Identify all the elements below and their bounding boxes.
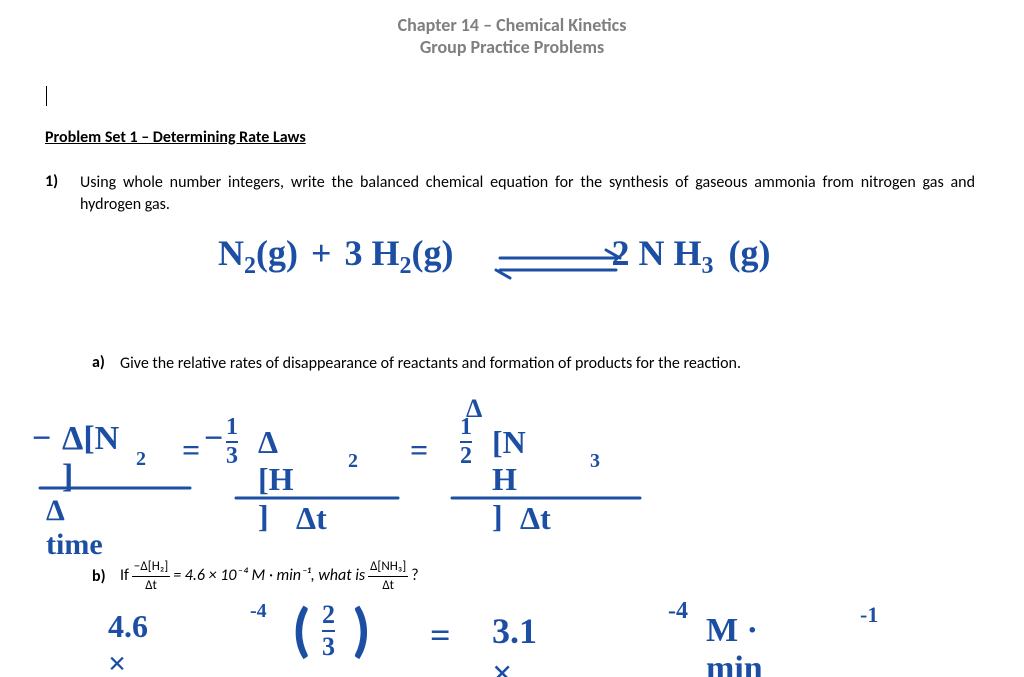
t2-num-txt: Δ [H ] — [258, 424, 294, 534]
t2-minus: − — [204, 420, 223, 458]
calc-paren-close: ) — [352, 594, 371, 667]
rates-eq1: = — [182, 432, 200, 469]
header-line-1: Chapter 14 – Chemical Kinetics — [0, 14, 1024, 36]
calc-lhs: 4.6 × 10 — [108, 608, 148, 677]
header-line-2: Group Practice Problems — [0, 36, 1024, 58]
part-b-letter: b) — [92, 567, 120, 586]
pb-frac1: −Δ[H₂] Δt — [132, 558, 170, 594]
page: Chapter 14 – Chemical Kinetics Group Pra… — [0, 0, 1024, 677]
t1-num: Δ[N ] — [62, 420, 119, 496]
hand-plus: + — [311, 233, 332, 273]
t3-den: Δt — [520, 500, 551, 537]
t3-num-sub: 3 — [590, 450, 600, 473]
part-a: a) Give the relative rates of disappeara… — [92, 353, 975, 375]
t3-delta-top: Δ — [466, 394, 482, 424]
calc-units: M · min — [706, 612, 763, 677]
t1-num-sub: 2 — [136, 448, 146, 471]
rates-eq2: = — [410, 432, 428, 469]
pb-frac1-den: Δt — [132, 577, 170, 595]
hand-g2: (g) — [412, 233, 454, 273]
pb-frac2: Δ[NH₃] Δt — [368, 558, 408, 594]
calc-lhs-exp: -4 — [250, 600, 267, 623]
t3-coef-den: 2 — [460, 441, 472, 470]
part-a-letter: a) — [92, 353, 120, 375]
hand-H: H — [372, 233, 400, 273]
hand-g1: (g) — [256, 233, 298, 273]
calc-rhs-exp: -4 — [668, 598, 688, 625]
t1-den: Δ time — [46, 494, 103, 562]
t1-num-txt: Δ[N ] — [62, 420, 119, 495]
pb-suffix: ? — [411, 565, 418, 587]
t2-den: Δt — [296, 500, 327, 537]
problem-1-number: 1) — [45, 172, 80, 215]
hand-equation-1: N2(g) + 3 H2(g) 2 N H3 (g) — [218, 232, 770, 280]
hand-N-sub: 2 — [244, 253, 256, 279]
section-title: Problem Set 1 – Determining Rate Laws — [45, 128, 306, 147]
t2-coef: 1 3 — [226, 414, 238, 470]
hand-3: 3 — [345, 233, 363, 273]
calc-frac: 2 3 — [322, 600, 335, 662]
calc-units-exp: -1 — [860, 602, 878, 628]
calc-eq: = — [430, 614, 451, 656]
hand-g3: (g) — [729, 233, 771, 273]
hand-2NH: 2 N H — [612, 233, 702, 273]
t2-coef-num: 1 — [226, 414, 238, 441]
t1-minus: − — [32, 420, 51, 458]
part-b-text: If −Δ[H₂] Δt = 4.6 × 10⁻⁴ M · min⁻¹, wha… — [120, 558, 419, 594]
hand-H-sub: 2 — [400, 253, 412, 279]
pb-prefix: If — [120, 565, 129, 587]
t2-num: Δ [H ] — [258, 424, 294, 535]
pb-middle: = 4.6 × 10⁻⁴ M · min⁻¹, what is — [173, 565, 365, 587]
problem-1: 1) Using whole number integers, write th… — [45, 172, 975, 215]
calc-frac-num: 2 — [322, 600, 335, 630]
pb-frac2-num: Δ[NH₃] — [368, 558, 408, 577]
part-b: b) If −Δ[H₂] Δt = 4.6 × 10⁻⁴ M · min⁻¹, … — [92, 558, 975, 594]
text-cursor — [46, 86, 47, 106]
calc-rhs: 3.1 × 10 — [492, 610, 537, 677]
problem-1-text: Using whole number integers, write the b… — [80, 172, 975, 215]
pb-frac2-den: Δt — [368, 577, 408, 595]
part-a-text: Give the relative rates of disappearance… — [120, 353, 975, 375]
pb-frac1-num: −Δ[H₂] — [132, 558, 170, 577]
calc-paren-open: ( — [292, 594, 311, 667]
t2-num-sub: 2 — [348, 450, 358, 473]
calc-frac-den: 3 — [322, 630, 335, 662]
t2-coef-den: 3 — [226, 441, 238, 470]
page-header: Chapter 14 – Chemical Kinetics Group Pra… — [0, 0, 1024, 58]
hand-N: N — [218, 233, 244, 273]
hand-NH-sub: 3 — [702, 253, 714, 279]
